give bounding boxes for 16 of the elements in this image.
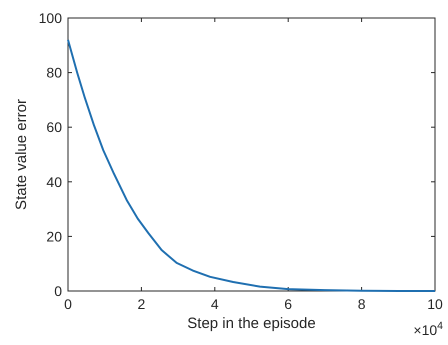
- x-tick-label: 8: [358, 296, 366, 312]
- x-tick-label: 10: [427, 296, 443, 312]
- y-axis-title: State value error: [13, 99, 30, 210]
- y-tick-label: 60: [46, 119, 62, 136]
- x-tick-label: 2: [138, 296, 146, 312]
- y-tick-label: 0: [54, 283, 62, 299]
- y-tick-label: 80: [46, 64, 62, 81]
- x-axis-title: Step in the episode: [187, 315, 316, 332]
- text: ×10$^{4}$: [413, 320, 444, 338]
- x-tick-label: 6: [284, 296, 292, 312]
- line-series: [67, 38, 436, 292]
- x-tick-label: 4: [210, 296, 219, 312]
- y-tick-label: 40: [46, 174, 62, 190]
- y-tick-label: 100: [38, 10, 62, 26]
- x-tick-label: 0: [64, 296, 72, 312]
- y-tick-label: 20: [46, 228, 62, 244]
